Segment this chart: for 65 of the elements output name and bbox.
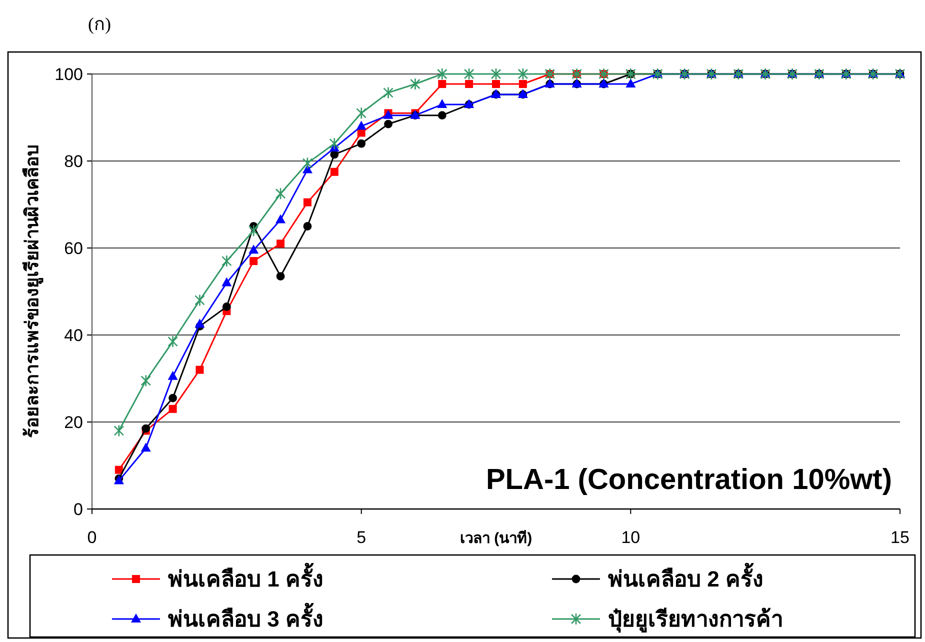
point bbox=[356, 107, 366, 120]
point bbox=[168, 394, 177, 402]
y-tick-label: 20 bbox=[64, 412, 83, 432]
point bbox=[140, 442, 151, 452]
y-tick-label: 40 bbox=[64, 326, 83, 345]
legend-label: พ่นเคลือบ 3 ครั้ง bbox=[168, 602, 324, 632]
point bbox=[329, 137, 340, 150]
point bbox=[437, 98, 448, 108]
point bbox=[384, 120, 392, 128]
point bbox=[330, 168, 338, 176]
point bbox=[276, 272, 285, 280]
legend-label: พ่นเคลือบ 1 ครั้ง bbox=[168, 562, 324, 592]
point bbox=[276, 214, 286, 224]
y-axis-title: ร้อยละการแพร่ของยูเรียผ่านผิวเคลือบ bbox=[22, 145, 44, 438]
point bbox=[626, 78, 636, 88]
point bbox=[357, 139, 366, 148]
point bbox=[598, 68, 609, 80]
point bbox=[436, 68, 448, 80]
x-tick-label: 15 bbox=[890, 528, 910, 547]
x-tick-label: 5 bbox=[356, 528, 366, 547]
x-tick-label: 0 bbox=[87, 528, 97, 547]
annotation: PLA-1 (Concentration 10%wt) bbox=[486, 464, 892, 496]
point bbox=[465, 80, 474, 88]
point bbox=[140, 374, 152, 387]
point bbox=[572, 68, 582, 80]
legend-label: ปุ๋ยยูเรียทางการค้า bbox=[608, 606, 783, 634]
point bbox=[222, 277, 232, 286]
point bbox=[464, 68, 474, 80]
point bbox=[544, 68, 556, 80]
point bbox=[302, 157, 313, 170]
point bbox=[490, 68, 502, 80]
point bbox=[194, 294, 205, 306]
y-tick-label: 100 bbox=[54, 64, 83, 84]
point bbox=[114, 466, 123, 474]
point bbox=[248, 224, 259, 237]
point bbox=[222, 302, 231, 311]
legend-label: พ่นเคลือบ 2 ครั้ง bbox=[608, 562, 764, 592]
point bbox=[356, 120, 366, 130]
point bbox=[168, 404, 177, 413]
point bbox=[196, 366, 204, 374]
point bbox=[248, 244, 259, 254]
point bbox=[275, 187, 286, 200]
point bbox=[303, 198, 312, 206]
point bbox=[438, 80, 446, 88]
point bbox=[168, 335, 178, 348]
point bbox=[276, 240, 285, 248]
y-tick-label: 60 bbox=[64, 238, 83, 258]
y-tick-label: 80 bbox=[64, 152, 83, 171]
x-tick-label: 10 bbox=[621, 528, 640, 547]
point bbox=[518, 80, 527, 88]
point bbox=[518, 68, 528, 80]
point bbox=[142, 424, 150, 433]
point bbox=[194, 318, 205, 328]
x-axis-title: เวลา (นาที) bbox=[460, 530, 532, 547]
point bbox=[492, 80, 500, 88]
point bbox=[410, 78, 420, 90]
point bbox=[438, 111, 446, 120]
point bbox=[114, 424, 124, 437]
chart-title: (ก) bbox=[88, 14, 111, 34]
point bbox=[250, 257, 258, 266]
point bbox=[383, 86, 394, 99]
point bbox=[168, 370, 178, 380]
point bbox=[222, 254, 232, 268]
y-tick-label: 0 bbox=[74, 500, 83, 519]
point bbox=[303, 222, 312, 230]
